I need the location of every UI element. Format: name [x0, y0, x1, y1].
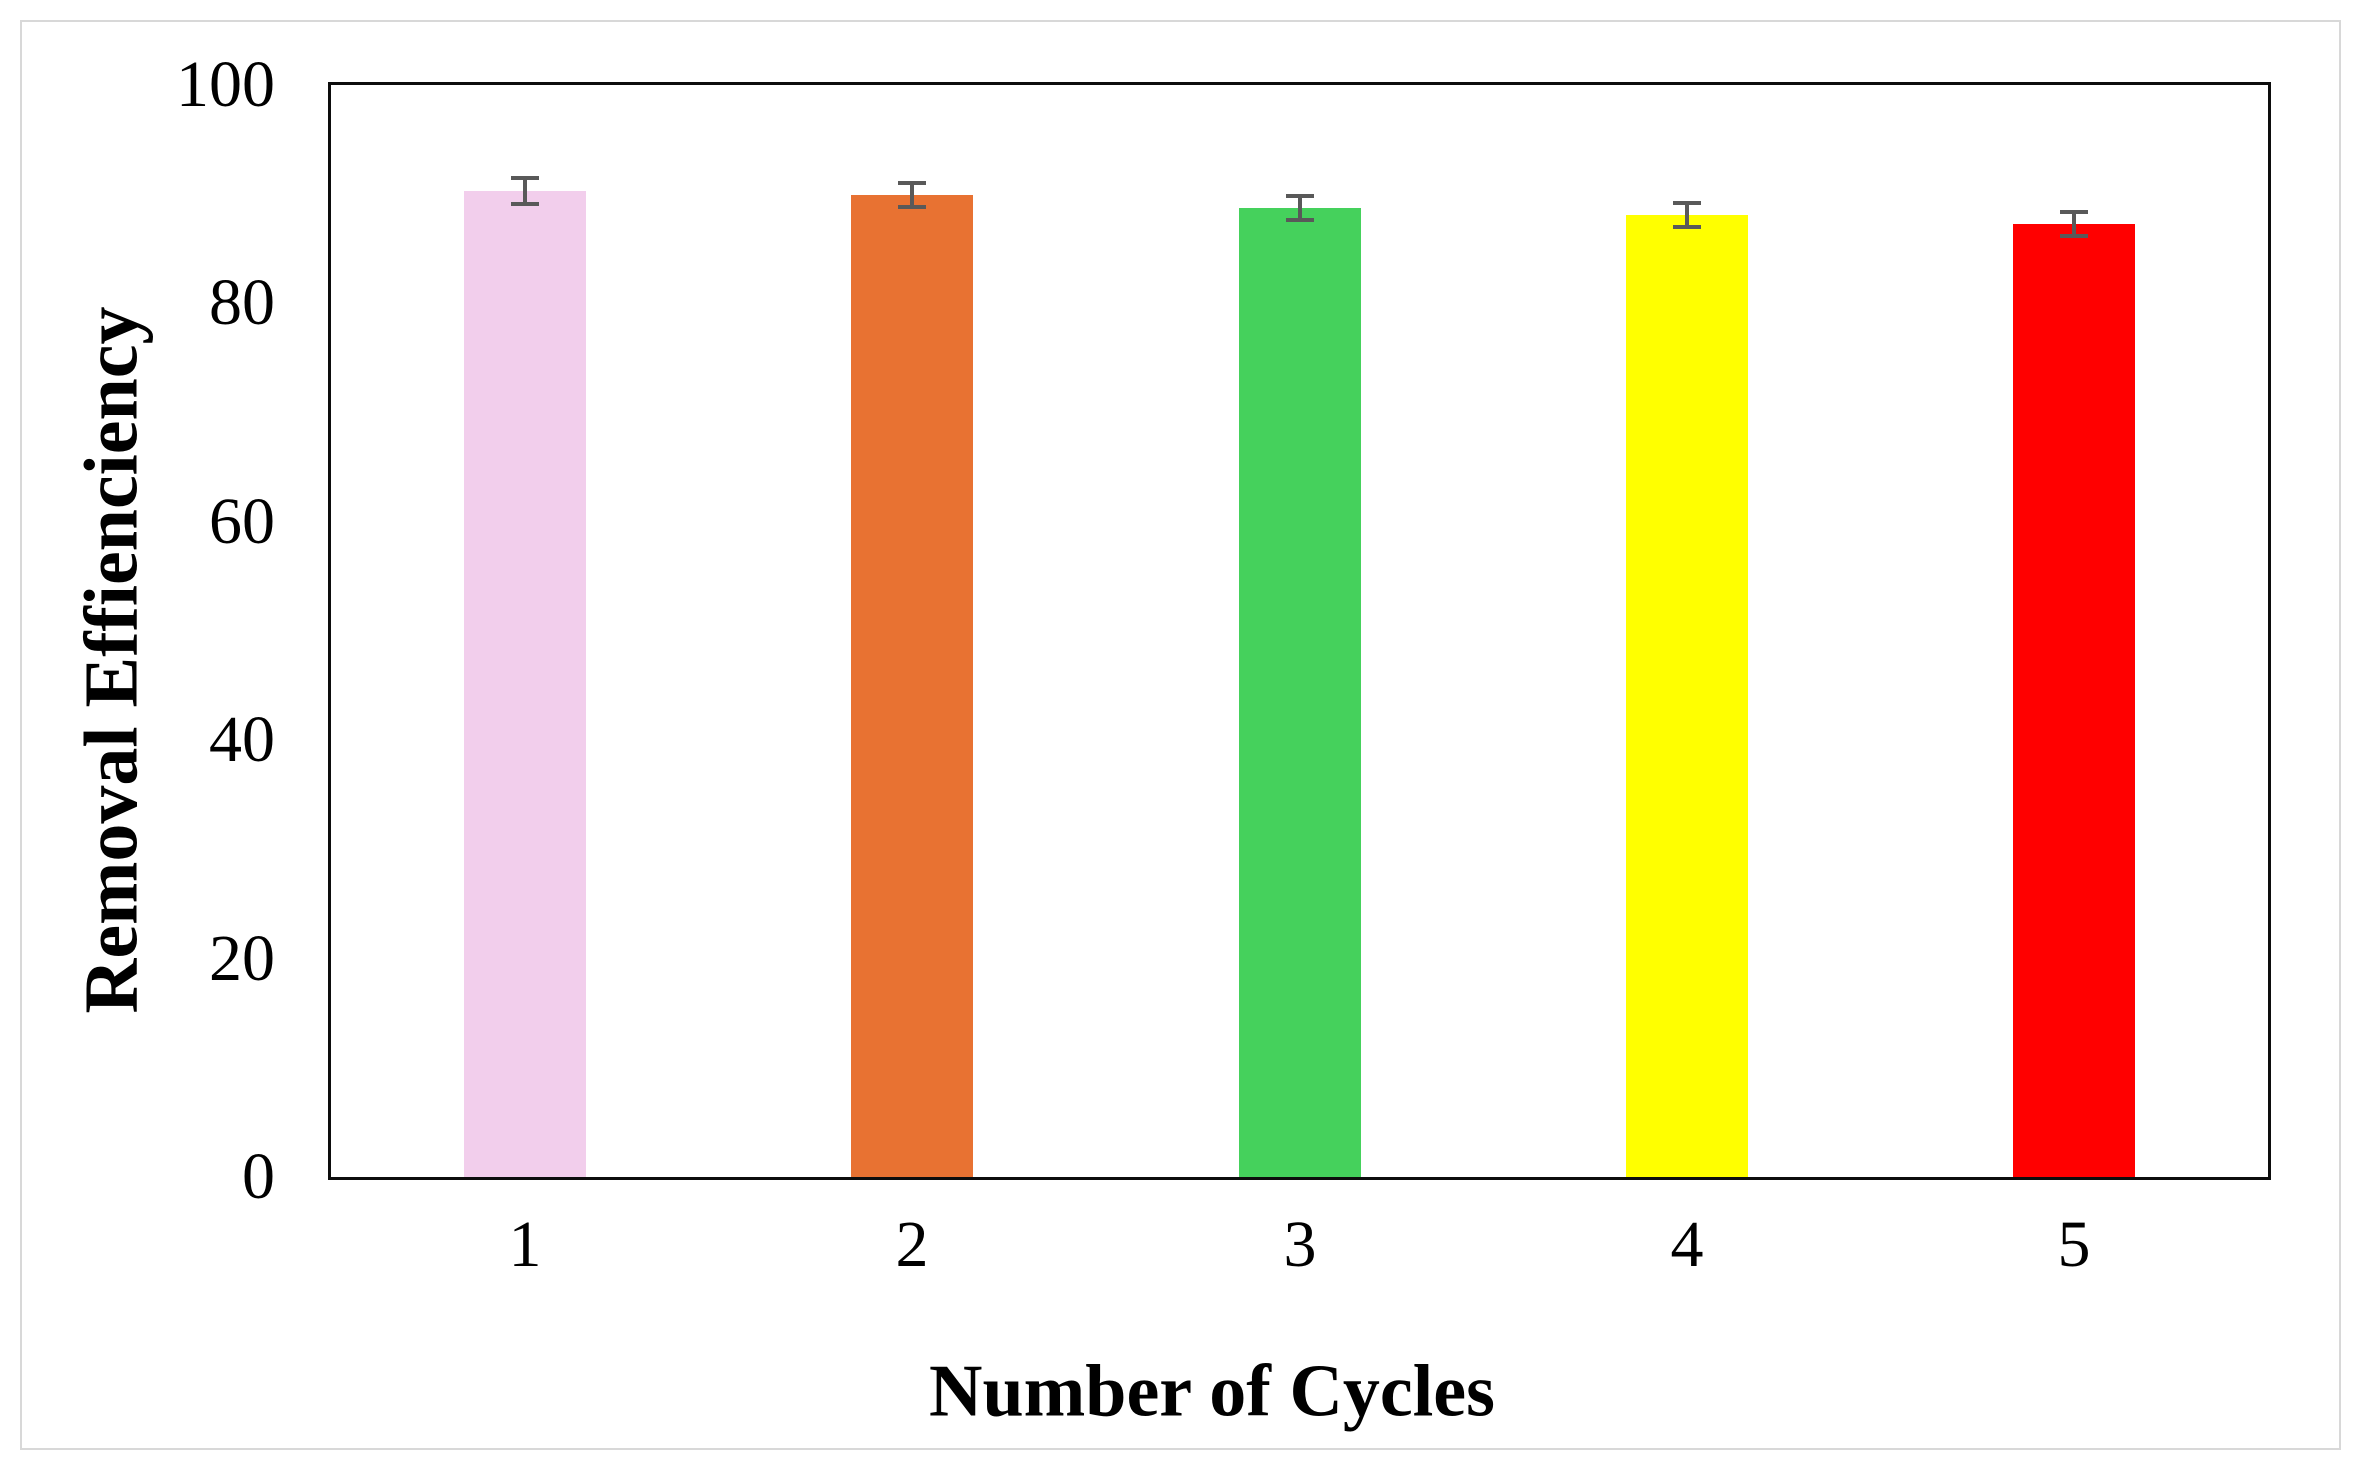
x-tick-label-5: 5	[2057, 1208, 2091, 1281]
bar-cycle-2	[851, 195, 973, 1177]
error-bar-cap	[511, 202, 539, 206]
error-bar-line	[910, 183, 914, 207]
error-bar-cap	[1673, 201, 1701, 205]
y-tick-label-80: 80	[209, 266, 275, 339]
y-tick-label-20: 20	[209, 922, 275, 995]
y-tick-label-40: 40	[209, 703, 275, 776]
bar-cycle-3	[1239, 208, 1361, 1177]
error-bar-cap	[511, 176, 539, 180]
error-bar-cap	[2060, 234, 2088, 238]
x-axis-title: Number of Cycles	[929, 1350, 1495, 1433]
error-bar-line	[1685, 203, 1689, 227]
error-bar-cap	[1673, 225, 1701, 229]
error-bar-line	[523, 178, 527, 204]
error-bar-line	[1298, 196, 1302, 220]
x-tick-label-4: 4	[1670, 1208, 1704, 1281]
x-tick-label-1: 1	[508, 1208, 542, 1281]
error-bar-line	[2072, 212, 2076, 236]
bar-cycle-1	[464, 191, 586, 1177]
x-tick-label-2: 2	[895, 1208, 929, 1281]
x-tick-label-3: 3	[1283, 1208, 1317, 1281]
error-bar-cap	[898, 181, 926, 185]
y-tick-label-0: 0	[242, 1140, 275, 1213]
error-bar-cap	[898, 205, 926, 209]
error-bar-cap	[1286, 194, 1314, 198]
plot-area	[328, 82, 2271, 1180]
bar-cycle-4	[1626, 215, 1748, 1177]
y-tick-label-60: 60	[209, 485, 275, 558]
error-bar-cap	[2060, 210, 2088, 214]
error-bar-cap	[1286, 218, 1314, 222]
y-tick-label-100: 100	[176, 48, 275, 121]
y-axis-title: Removal Effienciency	[69, 306, 154, 1014]
bar-cycle-5	[2013, 224, 2135, 1177]
